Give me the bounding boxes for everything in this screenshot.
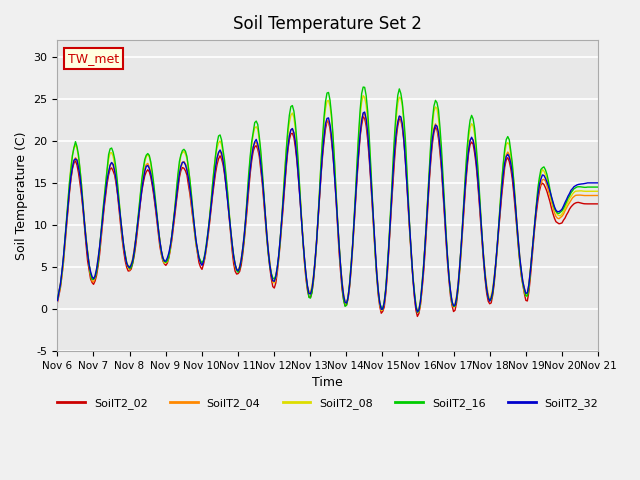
- X-axis label: Time: Time: [312, 376, 343, 389]
- Y-axis label: Soil Temperature (C): Soil Temperature (C): [15, 131, 28, 260]
- Text: TW_met: TW_met: [68, 52, 119, 65]
- Title: Soil Temperature Set 2: Soil Temperature Set 2: [234, 15, 422, 33]
- Legend: SoilT2_02, SoilT2_04, SoilT2_08, SoilT2_16, SoilT2_32: SoilT2_02, SoilT2_04, SoilT2_08, SoilT2_…: [53, 394, 603, 414]
